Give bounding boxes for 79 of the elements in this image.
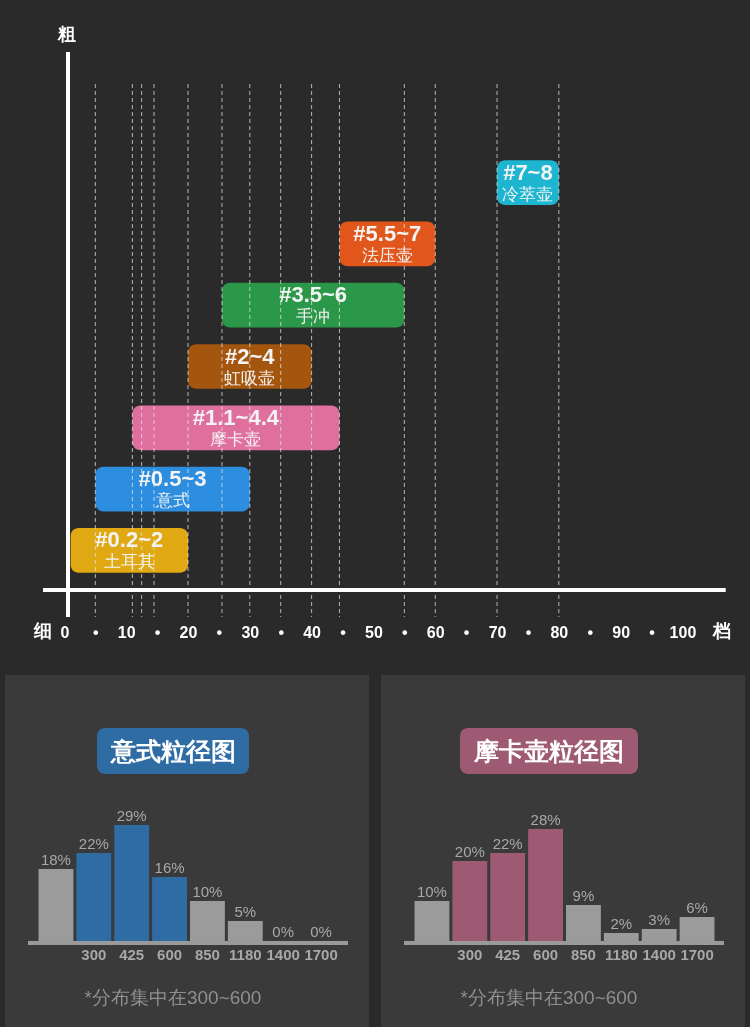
x-tick-label: 10 [117,623,136,641]
data-label: 20% [454,843,485,860]
x-tick-label: 20 [179,623,198,641]
chart-title: 摩卡壶粒径图 [473,737,624,765]
data-label: 16% [154,859,185,876]
x-tick-label: 40 [303,623,322,641]
data-label: #3.5~6 [279,282,348,308]
bar [114,825,150,941]
bar [452,861,488,941]
x-axis-title: 档 [712,621,731,641]
data-label: 22% [492,835,523,852]
x-tick-label: 1700 [680,945,714,963]
x-tick-label: 90 [612,623,631,641]
data-label: 28% [530,811,561,828]
bar [76,853,112,941]
text: *分布集中在300~600 [84,987,262,1008]
data-label: 10% [192,883,223,900]
x-tick-label: 425 [119,945,145,963]
y-axis-title: 粗 [57,24,76,44]
data-label: 29% [116,807,147,824]
y-tick-label: 法压壶 [361,245,413,265]
x-tick-label: 1400 [642,945,676,963]
x-tick-label: 0 [60,623,70,641]
data-label: 0% [272,923,295,940]
x-tick-label: • [93,623,99,641]
chart-title: 意式粒径图 [109,737,236,765]
data-label: 9% [572,887,595,904]
x-tick-label: 60 [426,623,445,641]
data-label: #0.5~3 [138,466,207,492]
x-tick-label: • [649,623,656,641]
data-label: 6% [686,899,708,916]
x-tick-label: • [587,623,594,641]
data-label: 5% [234,903,257,920]
bar [222,282,405,328]
data-label: 18% [40,851,71,868]
x-tick-label: • [463,623,470,641]
text: *分布集中在300~600 [460,987,638,1008]
y-tick-label: 手冲 [296,307,331,327]
x-tick-label: 850 [194,945,220,963]
bar [528,829,563,941]
x-tick-label: 1700 [304,945,338,963]
y-tick-label: 冷萃壶 [502,184,554,204]
x-tick-label: 30 [241,623,260,641]
x-tick-label: • [402,623,409,641]
y-tick-label: 意式 [154,491,190,511]
data-label: #1.1~4.4 [192,404,280,430]
x-tick-label: 850 [570,945,596,963]
y-tick-label: 土耳其 [103,552,155,572]
x-tick-label: • [525,623,532,641]
x-tick-label: • [216,623,223,641]
data-label: 22% [78,835,109,852]
text: 细 [33,621,52,641]
data-label: #2~4 [225,343,276,369]
x-tick-label: 600 [157,945,183,963]
bar [490,853,526,941]
x-tick-label: 600 [533,945,559,963]
data-label: 3% [648,911,671,928]
data-label: 10% [416,883,447,900]
x-tick-label: • [340,623,347,641]
bar [152,877,187,941]
x-tick-label: 1180 [605,945,638,963]
x-tick-label: 80 [550,623,569,641]
x-tick-label: • [278,623,285,641]
data-label: 2% [610,915,633,932]
x-tick-label: 50 [365,623,383,641]
x-tick-label: 70 [488,623,507,641]
data-label: 0% [310,923,332,940]
x-tick-label: 100 [669,623,697,641]
data-label: #0.2~2 [95,527,164,553]
data-label: #7~8 [503,159,553,185]
data-label: #5.5~7 [353,220,422,246]
x-tick-label: 300 [81,945,107,963]
y-tick-label: 摩卡壶 [210,429,262,449]
x-tick-label: 300 [457,945,483,963]
x-tick-label: 1180 [229,945,262,963]
x-tick-label: 1400 [266,945,300,963]
x-tick-label: • [154,623,161,641]
y-tick-label: 虹吸壶 [224,368,276,388]
x-tick-label: 425 [495,945,521,963]
